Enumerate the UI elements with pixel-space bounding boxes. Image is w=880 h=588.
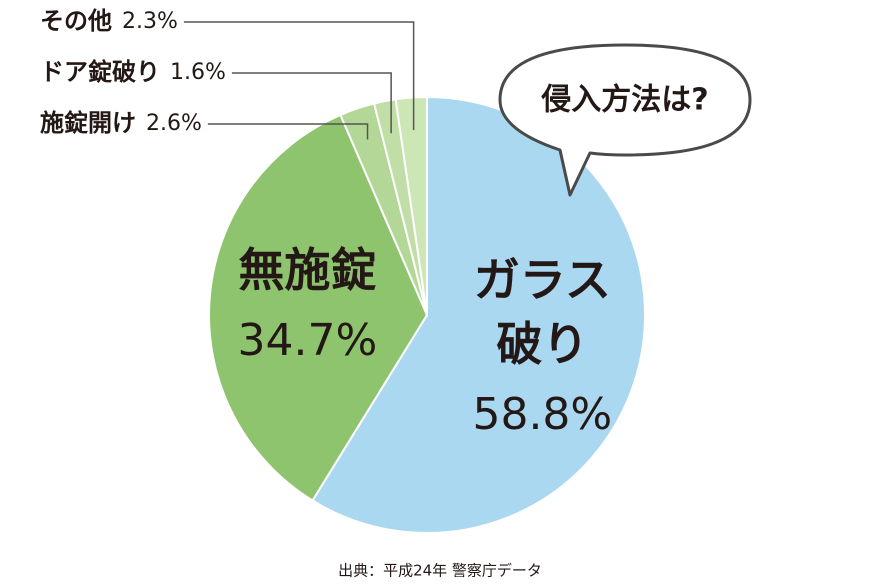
- source: 出典：平成24年 警察庁データ: [338, 562, 542, 580]
- category-label: その他: [40, 7, 112, 35]
- category-label: ドア錠破り: [40, 58, 160, 86]
- category-label: 施錠開け: [40, 109, 136, 137]
- leader-line: [231, 72, 392, 134]
- value-label: 1.6%: [170, 60, 226, 85]
- pie-slice: [208, 113, 429, 502]
- slice-label-box: 無施錠 34.7%: [217, 196, 397, 416]
- value-label: 2.6%: [146, 111, 202, 136]
- value-label: 34.7%: [237, 315, 378, 367]
- slice-label-box: ガラス破り 58.8%: [452, 238, 632, 458]
- category-label: 無施錠: [238, 243, 377, 298]
- category-label: ガラス破り: [473, 252, 611, 371]
- slice-label: ガラス破り 58.8%: [452, 238, 632, 458]
- pie-slice: [394, 95, 428, 316]
- annotation: 侵入方法は?: [540, 83, 708, 118]
- slice-label: 無施錠 34.7%: [217, 196, 397, 416]
- leader-line: [207, 123, 369, 140]
- leader-line: [183, 21, 415, 131]
- speech-bubble: [498, 43, 752, 197]
- value-label: 58.8%: [472, 388, 613, 440]
- value-label: 2.3%: [122, 9, 178, 34]
- pie: [208, 95, 646, 534]
